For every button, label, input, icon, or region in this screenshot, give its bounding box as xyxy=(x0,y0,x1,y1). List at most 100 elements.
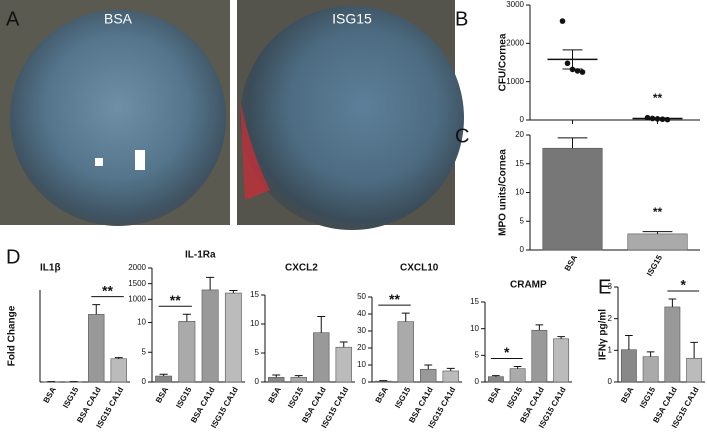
bar xyxy=(443,371,459,382)
y-tick-label: 10 xyxy=(357,360,366,369)
x-tick-label: BSA xyxy=(374,385,390,404)
significance: * xyxy=(681,277,687,293)
point xyxy=(565,60,571,66)
y-tick-label: 1500 xyxy=(128,279,146,288)
y-tick-label: 15 xyxy=(470,297,479,306)
y-tick-label: 30 xyxy=(357,326,366,335)
bar xyxy=(202,290,218,382)
panel-letter: B xyxy=(455,8,468,30)
error-bar xyxy=(647,352,655,357)
bar xyxy=(420,369,436,382)
x-tick-label: ISG15 xyxy=(174,385,193,410)
bar xyxy=(313,333,329,382)
error-bar xyxy=(379,381,387,382)
x-tick-label: BSA xyxy=(486,385,502,404)
eye xyxy=(10,10,226,226)
chart-title: CXCL10 xyxy=(400,263,439,274)
y-tick-label: 5 xyxy=(475,350,480,359)
error-bar xyxy=(669,299,677,307)
bar xyxy=(543,148,603,250)
y-tick-label: 2000 xyxy=(128,263,146,272)
bar xyxy=(88,314,104,382)
bar xyxy=(336,347,352,382)
y-tick-label: 0 xyxy=(520,115,525,124)
y-tick-label: 10 xyxy=(515,188,524,197)
y-tick-label: 0 xyxy=(255,377,260,386)
photo-caption: BSA xyxy=(104,11,133,27)
bar xyxy=(665,307,680,382)
y-tick-label: 50 xyxy=(357,292,366,301)
y-tick-label: 1000 xyxy=(128,294,146,303)
y-tick-label: 10 xyxy=(250,319,259,328)
bar xyxy=(510,369,525,382)
bar xyxy=(488,377,503,382)
error-bar xyxy=(183,314,191,321)
error-bar xyxy=(514,367,522,369)
bar xyxy=(179,321,195,382)
error-bar xyxy=(424,365,432,369)
x-tick-label: BSA xyxy=(154,385,170,404)
x-tick-label: BSA xyxy=(42,385,58,404)
significance: ** xyxy=(653,91,663,105)
y-tick-label: 1000 xyxy=(506,77,524,86)
error-bar xyxy=(643,232,673,234)
bar xyxy=(398,322,414,382)
reflection xyxy=(95,158,103,166)
x-tick-label: ISG15 xyxy=(393,385,412,410)
point xyxy=(560,18,566,24)
chart-title: IL1β xyxy=(40,263,61,274)
bar xyxy=(554,339,569,382)
significance: ** xyxy=(102,282,113,298)
y-axis-label: MPO units/Cornea xyxy=(498,149,509,236)
x-tick-label: ISG15 xyxy=(286,385,305,410)
significance: ** xyxy=(389,291,400,307)
y-axis-label: CFU/Cornea xyxy=(498,33,509,91)
y-tick-label: 15 xyxy=(250,290,259,299)
y-tick-label: 20 xyxy=(357,343,366,352)
significance: * xyxy=(504,344,510,360)
error-bar xyxy=(447,368,455,371)
panel-letter: C xyxy=(455,125,469,147)
significance: ** xyxy=(170,292,181,308)
chart-title: CRAMP xyxy=(510,280,547,291)
x-tick-label: BSA xyxy=(619,385,635,404)
bar xyxy=(621,350,636,382)
y-tick-label: 5 xyxy=(142,347,147,356)
photo-caption: ISG15 xyxy=(332,11,372,27)
bar xyxy=(111,359,127,382)
y-tick-label: 0 xyxy=(475,377,480,386)
y-tick-label: 15 xyxy=(515,159,524,168)
error-bar xyxy=(92,305,100,315)
panel-letter: A xyxy=(6,8,20,30)
bar xyxy=(291,377,307,382)
eye xyxy=(240,6,464,230)
error-bar xyxy=(625,335,633,349)
bar xyxy=(268,377,284,382)
x-tick-label: BSA xyxy=(563,253,579,272)
y-tick-label: 3000 xyxy=(506,0,524,9)
y-tick-label: 2000 xyxy=(506,38,524,47)
error-bar xyxy=(558,138,588,148)
error-bar xyxy=(340,342,348,347)
error-bar xyxy=(690,342,698,358)
error-bar xyxy=(272,375,280,377)
panel-letter: E xyxy=(598,276,611,298)
x-tick-label: ISG15 xyxy=(505,385,524,410)
y-axis-label: Fold Change xyxy=(7,305,18,366)
y-tick-label: 0 xyxy=(608,377,613,386)
error-bar xyxy=(229,291,237,294)
x-tick-label: ISG15 xyxy=(638,385,657,410)
point xyxy=(580,69,586,75)
error-bar xyxy=(317,316,325,332)
y-tick-label: 5 xyxy=(520,216,525,225)
reflection xyxy=(135,150,145,170)
x-tick-label: BSA xyxy=(267,385,283,404)
y-tick-label: 10 xyxy=(470,324,479,333)
y-tick-label: 0 xyxy=(520,245,525,254)
bar xyxy=(687,358,702,382)
bar xyxy=(225,293,241,382)
y-axis-label: IFNγ pg/ml xyxy=(598,309,609,360)
bar xyxy=(155,376,171,382)
bar xyxy=(643,357,658,382)
